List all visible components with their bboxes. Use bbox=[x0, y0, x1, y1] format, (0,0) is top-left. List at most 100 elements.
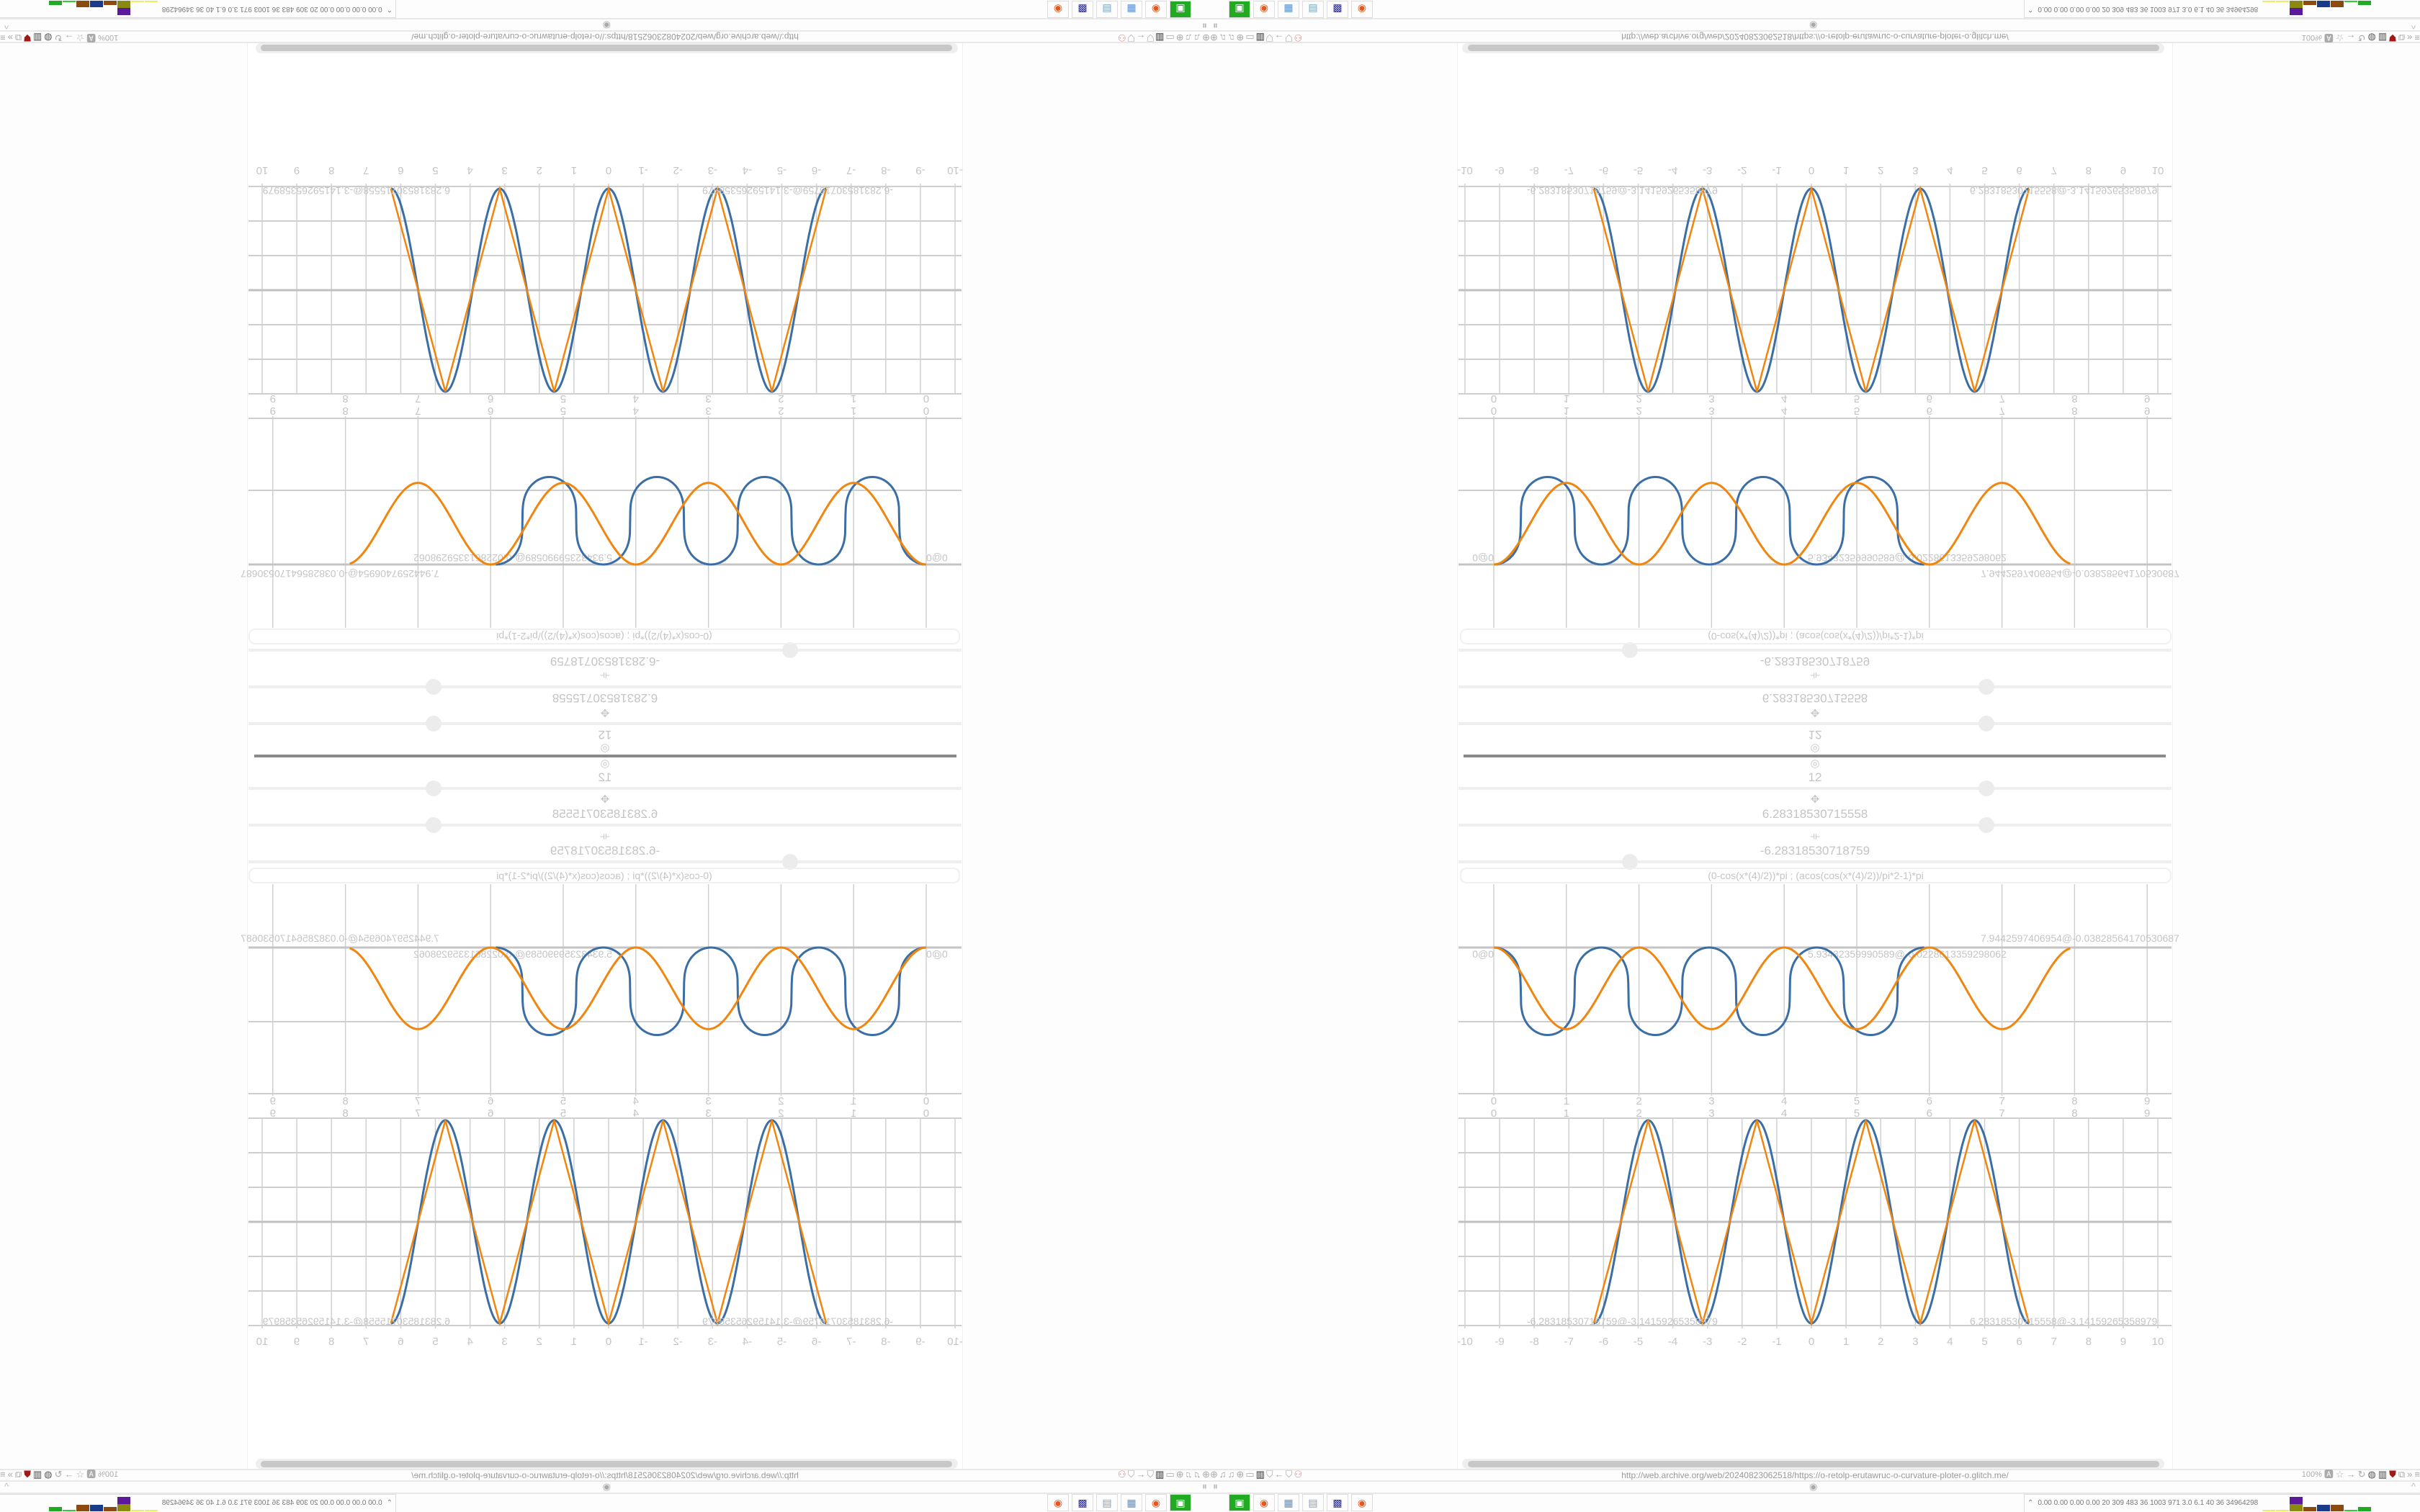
forward-icon[interactable]: → bbox=[64, 32, 74, 43]
zoom-level[interactable]: 100% bbox=[98, 1470, 119, 1479]
headphones-icon[interactable]: ♫ bbox=[1219, 32, 1227, 43]
back-icon[interactable]: ← bbox=[1136, 32, 1146, 43]
tray-expand-icon[interactable]: ⌃ bbox=[386, 5, 393, 13]
user-blocked-icon[interactable]: ⚇ bbox=[1294, 1469, 1303, 1480]
extension-icon[interactable]: ⧉ bbox=[2398, 32, 2406, 43]
globe-icon[interactable]: ⊕ bbox=[1236, 1469, 1245, 1480]
headphones-icon[interactable]: ♫ bbox=[1227, 1469, 1235, 1480]
calculator-icon[interactable]: ▦ bbox=[1278, 1494, 1299, 1511]
shield-icon[interactable]: ⛊ bbox=[2389, 32, 2396, 43]
star-icon[interactable]: ☆ bbox=[76, 32, 85, 43]
back-icon[interactable]: ← bbox=[1274, 32, 1284, 43]
globe-icon[interactable]: ◍ bbox=[44, 32, 53, 43]
translate-icon[interactable]: 🅰︎ bbox=[2323, 32, 2334, 43]
extension-icon[interactable]: ⧉ bbox=[14, 1469, 22, 1480]
menu-icon[interactable]: ≡ bbox=[0, 1469, 6, 1480]
floppy-icon[interactable]: ▩ bbox=[1072, 1494, 1093, 1511]
menu-icon[interactable]: ≡ bbox=[0, 32, 6, 43]
firefox-icon[interactable]: ◉ bbox=[1351, 1494, 1373, 1511]
globe-icon[interactable]: ⊕ bbox=[1175, 1469, 1184, 1480]
shield-icon[interactable]: ⛉ bbox=[1285, 1469, 1293, 1480]
calculator-icon[interactable]: ▦ bbox=[1278, 1, 1299, 18]
overflow-icon[interactable]: » bbox=[2407, 1469, 2413, 1480]
trash-icon[interactable]: ▥ bbox=[1155, 1469, 1165, 1480]
extension-icon[interactable]: ⧉ bbox=[14, 32, 22, 43]
user-blocked-icon[interactable]: ⚇ bbox=[1117, 1469, 1126, 1480]
floppy-icon[interactable]: ▩ bbox=[1072, 1, 1093, 18]
record-icon[interactable]: ◉ bbox=[602, 1481, 611, 1492]
collapse-icon[interactable]: ^ bbox=[4, 1481, 9, 1492]
control-value[interactable]: 6.28318530715558 bbox=[1762, 807, 1868, 821]
headphones-icon[interactable]: ♫ bbox=[1227, 32, 1235, 43]
firefox-icon[interactable]: ◉ bbox=[1047, 1494, 1069, 1511]
folder-icon[interactable]: ▭ bbox=[1165, 1469, 1175, 1480]
slider-track[interactable] bbox=[1458, 780, 2172, 796]
collapse-icon[interactable]: ^ bbox=[4, 20, 9, 31]
zoom-level[interactable]: 100% bbox=[2301, 1470, 2322, 1479]
globe-icon[interactable]: ◍ bbox=[44, 1469, 53, 1480]
scrollbar-thumb[interactable] bbox=[261, 45, 952, 51]
tray-expand-icon[interactable]: ⌃ bbox=[2027, 1499, 2034, 1507]
star-icon[interactable]: ☆ bbox=[2335, 32, 2344, 43]
headphones-icon[interactable]: ♫ bbox=[1193, 1469, 1201, 1480]
notepad-icon[interactable]: ▤ bbox=[1302, 1, 1324, 18]
trash-icon[interactable]: ▥ bbox=[2378, 32, 2388, 43]
translate-icon[interactable]: 🅰︎ bbox=[86, 32, 97, 43]
extension-icon[interactable]: ⧉ bbox=[2398, 1469, 2406, 1480]
firefox-icon[interactable]: ◉ bbox=[1253, 1494, 1275, 1511]
floppy-icon[interactable]: ▩ bbox=[1327, 1, 1348, 18]
globe-icon[interactable]: ⊕ bbox=[1236, 32, 1245, 43]
folder-icon[interactable]: ▭ bbox=[1245, 32, 1255, 43]
record-icon[interactable]: ◉ bbox=[602, 20, 611, 31]
tray-expand-icon[interactable]: ⌃ bbox=[2027, 5, 2034, 13]
shield-icon[interactable]: ⛊ bbox=[24, 32, 31, 43]
shield-icon[interactable]: ⛊ bbox=[2389, 1469, 2396, 1480]
zoom-level[interactable]: 100% bbox=[98, 33, 119, 42]
trash-icon[interactable]: ▥ bbox=[1155, 32, 1165, 43]
overflow-icon[interactable]: » bbox=[7, 1469, 13, 1480]
back-icon[interactable]: ← bbox=[1274, 1469, 1284, 1480]
slider-track[interactable] bbox=[1458, 817, 2172, 833]
trash-icon[interactable]: ▥ bbox=[1255, 1469, 1265, 1480]
headphones-icon[interactable]: ♫ bbox=[1193, 32, 1201, 43]
translate-icon[interactable]: 🅰︎ bbox=[2323, 1469, 2334, 1480]
shield-icon[interactable]: ⛉ bbox=[1127, 32, 1135, 43]
calculator-icon[interactable]: ▦ bbox=[1121, 1, 1142, 18]
record-icon[interactable]: ◉ bbox=[1809, 20, 1818, 31]
reload-icon[interactable]: ↻ bbox=[54, 1469, 63, 1480]
scrollbar-thumb[interactable] bbox=[1468, 45, 2159, 51]
forward-icon[interactable]: → bbox=[64, 1469, 74, 1480]
system-monitor-icon[interactable]: ▣ bbox=[1229, 1, 1250, 18]
shield-icon[interactable]: ⛉ bbox=[1265, 32, 1273, 43]
collapse-icon[interactable]: ^ bbox=[2411, 20, 2416, 31]
menu-icon[interactable]: ≡ bbox=[2414, 1469, 2420, 1480]
slider-knob[interactable] bbox=[1978, 780, 1994, 796]
calculator-icon[interactable]: ▦ bbox=[1121, 1494, 1142, 1511]
system-monitor-icon[interactable]: ▣ bbox=[1229, 1494, 1250, 1511]
scrollbar-thumb[interactable] bbox=[1468, 1461, 2159, 1467]
pause-icon[interactable]: ⏸ bbox=[1202, 20, 1207, 32]
notepad-icon[interactable]: ▤ bbox=[1096, 1, 1118, 18]
url-bar[interactable]: http://web.archive.org/web/2024082306251… bbox=[411, 1470, 799, 1480]
headphones-icon[interactable]: ♫ bbox=[1185, 1469, 1193, 1480]
globe-icon[interactable]: ⊕ bbox=[1202, 32, 1210, 43]
shield-icon[interactable]: ⛉ bbox=[1147, 32, 1155, 43]
firefox-icon[interactable]: ◉ bbox=[1351, 1, 1373, 18]
slider-knob[interactable] bbox=[1621, 854, 1638, 870]
menu-icon[interactable]: ≡ bbox=[2414, 32, 2420, 43]
star-icon[interactable]: ☆ bbox=[76, 1469, 85, 1480]
trash-icon[interactable]: ▥ bbox=[32, 32, 42, 43]
folder-icon[interactable]: ▭ bbox=[1165, 32, 1175, 43]
trash-icon[interactable]: ▥ bbox=[32, 1469, 42, 1480]
scrollbar-thumb[interactable] bbox=[261, 1461, 952, 1467]
zoom-level[interactable]: 100% bbox=[2301, 33, 2322, 42]
firefox-icon[interactable]: ◉ bbox=[1047, 1, 1069, 18]
reload-icon[interactable]: ↻ bbox=[2357, 1469, 2366, 1480]
collapse-icon[interactable]: ^ bbox=[2411, 1481, 2416, 1492]
notepad-icon[interactable]: ▤ bbox=[1096, 1494, 1118, 1511]
system-monitor-icon[interactable]: ▣ bbox=[1170, 1494, 1191, 1511]
globe-icon[interactable]: ⊕ bbox=[1210, 1469, 1218, 1480]
shield-icon[interactable]: ⛉ bbox=[1265, 1469, 1273, 1480]
trash-icon[interactable]: ▥ bbox=[1255, 32, 1265, 43]
forward-icon[interactable]: → bbox=[2346, 1469, 2356, 1480]
